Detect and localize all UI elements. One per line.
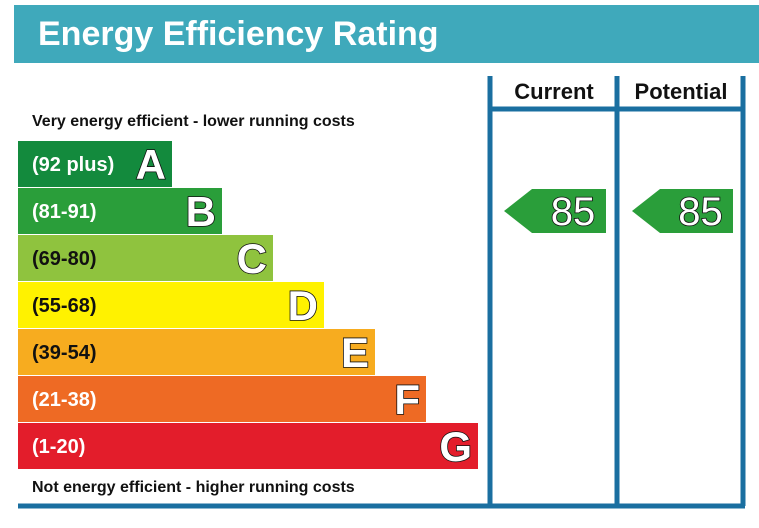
band-label-c: (69-80) bbox=[32, 248, 96, 270]
band-b: (81-91) B bbox=[18, 187, 222, 236]
band-label-b: (81-91) bbox=[32, 201, 96, 223]
band-bar-g bbox=[18, 423, 478, 469]
potential-rating-arrow: 85 bbox=[632, 189, 733, 235]
current-rating-value: 85 bbox=[551, 190, 596, 234]
band-c: (69-80) C bbox=[18, 234, 273, 283]
current-arrow-shape bbox=[504, 189, 606, 233]
band-bar-d bbox=[18, 282, 324, 328]
band-e: (39-54) E bbox=[18, 328, 375, 377]
band-label-f: (21-38) bbox=[32, 389, 96, 411]
band-label-a: (92 plus) bbox=[32, 154, 114, 176]
band-d: (55-68) D bbox=[18, 281, 324, 330]
rating-arrows: 85 85 bbox=[504, 189, 733, 235]
band-label-e: (39-54) bbox=[32, 342, 96, 364]
band-a: (92 plus) A bbox=[18, 140, 172, 189]
band-bar-e bbox=[18, 329, 375, 375]
band-letter-c: C bbox=[237, 235, 267, 282]
band-label-g: (1-20) bbox=[32, 436, 85, 458]
top-note: Very energy efficient - lower running co… bbox=[32, 113, 355, 130]
band-letter-a: A bbox=[136, 141, 166, 188]
band-letter-b: B bbox=[186, 188, 216, 235]
band-letter-e: E bbox=[341, 329, 369, 376]
page-title: Energy Efficiency Rating bbox=[38, 15, 439, 53]
header-bar bbox=[14, 5, 759, 63]
potential-arrow-shape bbox=[632, 189, 733, 233]
rating-bands: (92 plus) A(81-91) B(69-80) C(55-68) D(39-54… bbox=[18, 140, 478, 471]
current-rating-arrow: 85 bbox=[504, 189, 606, 235]
frame bbox=[18, 76, 746, 509]
band-bar-c bbox=[18, 235, 273, 281]
column-header-potential: Potential bbox=[635, 79, 728, 104]
band-bar-f bbox=[18, 376, 426, 422]
band-bar-a bbox=[18, 141, 172, 187]
band-f: (21-38) F bbox=[18, 375, 426, 424]
column-header-current: Current bbox=[514, 79, 594, 104]
band-bar-b bbox=[18, 188, 222, 234]
band-letter-f: F bbox=[394, 376, 420, 423]
band-label-d: (55-68) bbox=[32, 295, 96, 317]
bottom-note: Not energy efficient - higher running co… bbox=[32, 479, 355, 496]
band-g: (1-20) G bbox=[18, 422, 478, 471]
band-letter-d: D bbox=[288, 282, 318, 329]
potential-rating-value: 85 bbox=[678, 190, 723, 234]
band-letter-g: G bbox=[439, 423, 472, 470]
